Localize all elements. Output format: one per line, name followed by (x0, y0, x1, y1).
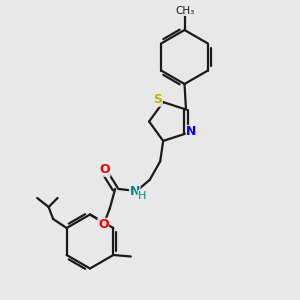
Text: N: N (130, 185, 140, 198)
Text: O: O (99, 163, 110, 176)
Text: O: O (98, 218, 109, 231)
Text: CH₃: CH₃ (175, 5, 194, 16)
Text: S: S (153, 93, 162, 106)
Text: H: H (138, 190, 146, 200)
Text: N: N (186, 125, 197, 139)
